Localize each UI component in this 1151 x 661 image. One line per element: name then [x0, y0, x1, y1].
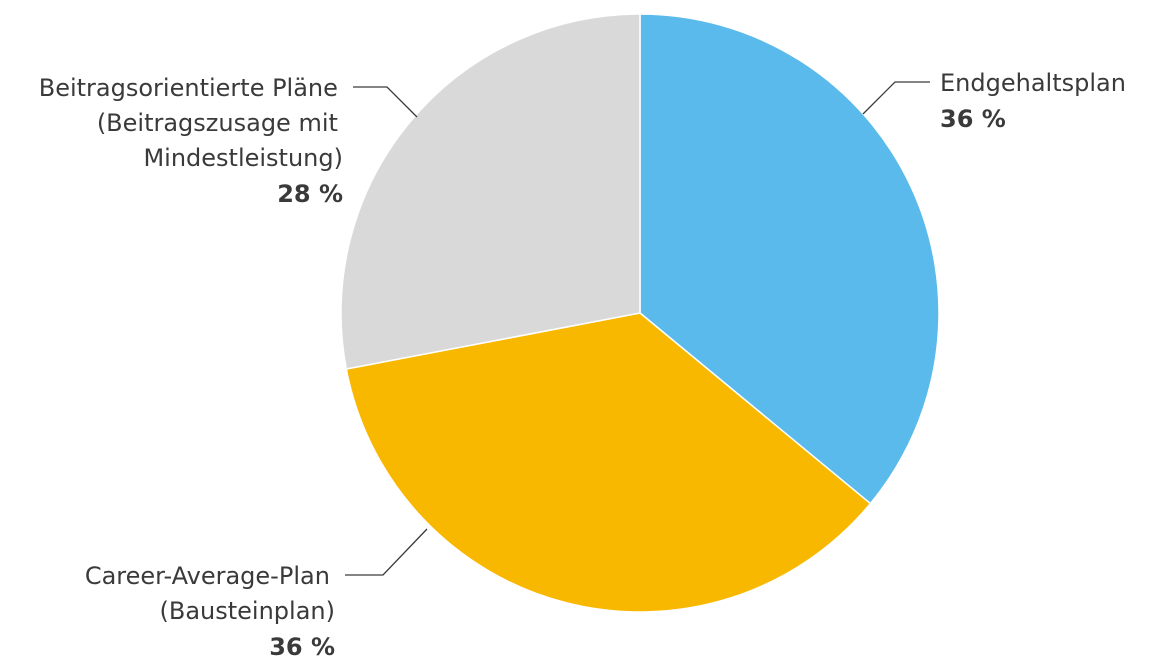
leader-line-endgehaltsplan [862, 81, 930, 115]
slice-value-label: 36 % [940, 105, 1006, 133]
pie-slice-2 [340, 13, 641, 370]
slice-label-endgehaltsplan: Endgehaltsplan 36 % [862, 69, 1126, 133]
pie-slice-0 [639, 13, 940, 505]
leader-line-career-average-plan [345, 528, 428, 576]
slice-label-text: Career-Average-Plan (Bausteinplan) [85, 562, 335, 625]
slice-label-career-average-plan: Career-Average-Plan (Bausteinplan) 36 % [85, 528, 428, 661]
pie-slices [340, 13, 940, 613]
slice-label-beitragsorientierte-plaene: Beitragsorientierte Pläne (Beitragszusag… [39, 74, 418, 208]
slice-label-text: Beitragsorientierte Pläne (Beitragszusag… [39, 74, 343, 172]
slice-label-text: Endgehaltsplan [940, 69, 1126, 97]
slice-value-label: 36 % [269, 633, 335, 661]
leader-line-beitragsorientierte-plaene [353, 86, 418, 118]
slice-value-label: 28 % [277, 180, 343, 208]
pie-slice-1 [345, 312, 872, 613]
